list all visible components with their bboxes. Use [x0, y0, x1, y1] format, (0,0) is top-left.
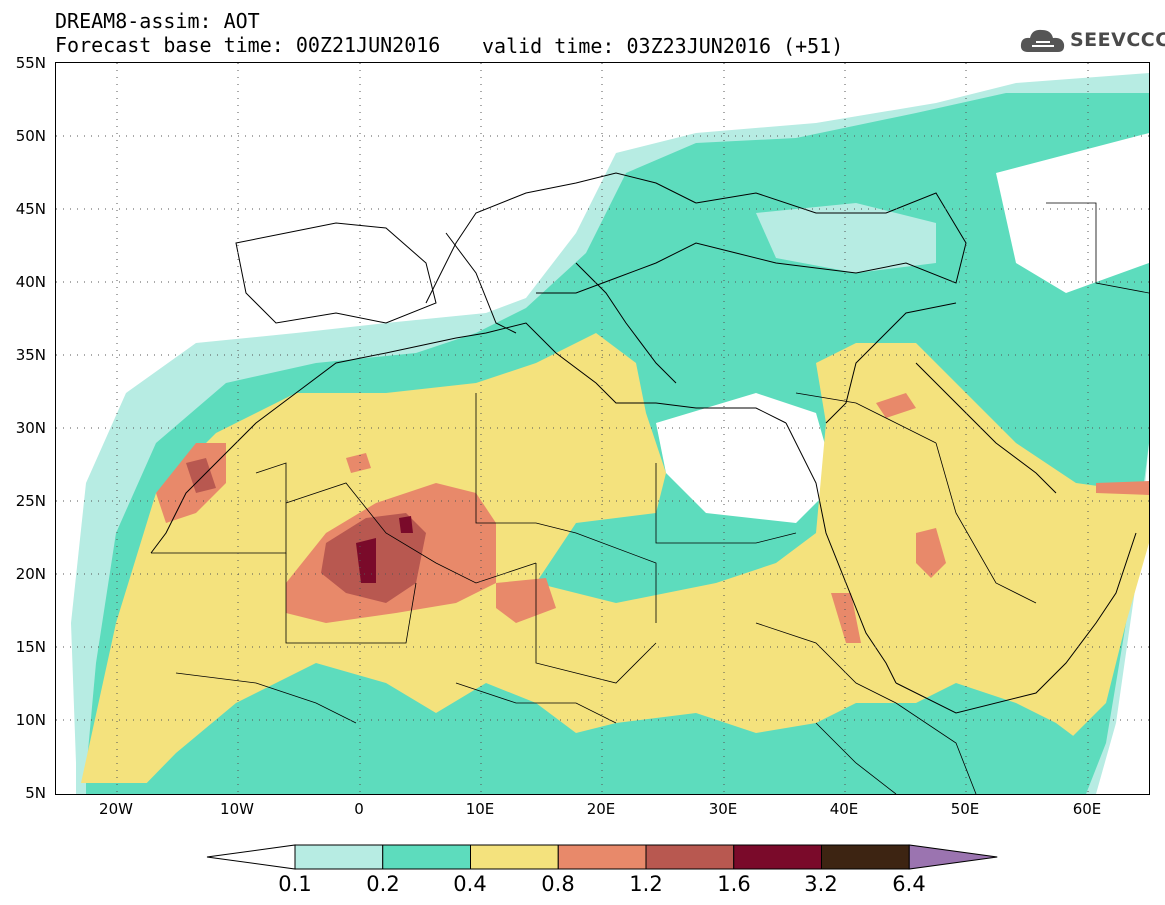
lon-label-50e: 50E: [950, 800, 980, 818]
valid-time: valid time: 03Z23JUN2016 (+51): [482, 34, 844, 58]
clear-zone-blacksea: [756, 203, 936, 273]
cloud-icon: [1020, 29, 1065, 52]
colorbar-label-0.2: 0.2: [366, 872, 400, 896]
forecast-base-time: Forecast base time: 00Z21JUN2016: [55, 33, 441, 57]
seevccc-logo: SEEVCCC: [1018, 24, 1165, 60]
map-title: DREAM8-assim: AOT: [55, 9, 260, 33]
logo-text: SEEVCCC: [1070, 29, 1165, 51]
colorbar-extend-high: [908, 844, 998, 870]
lon-label-0: 0: [354, 800, 364, 818]
contour-1.2-west: [186, 458, 216, 493]
contour-1.6: [356, 538, 376, 583]
contour-0.2-sahel: [136, 663, 1096, 794]
coastlines: [150, 172, 1137, 714]
colorbar-label-6.4: 6.4: [892, 872, 926, 896]
contour-1.6-b: [399, 516, 413, 533]
graticule: [56, 63, 1149, 794]
colorbar-label-3.2: 3.2: [804, 872, 838, 896]
colorbar-label-0.1: 0.1: [278, 872, 312, 896]
contour-0.8-blob2: [496, 578, 556, 623]
lon-label-10e: 10E: [465, 800, 495, 818]
colorbar-box-7: [821, 844, 910, 870]
lon-label-60e: 60E: [1072, 800, 1102, 818]
colorbar-box-4: [557, 844, 647, 870]
lat-label-15n: 15N: [15, 638, 46, 656]
lon-label-20e: 20E: [586, 800, 616, 818]
lat-label-55n: 55N: [15, 54, 46, 72]
lat-label-20n: 20N: [15, 565, 46, 583]
contour-0.8-iraq: [876, 393, 916, 418]
colorbar-label-1.2: 1.2: [629, 872, 663, 896]
colorbar-extend-low: [206, 844, 296, 870]
lat-label-5n: 5N: [25, 784, 46, 802]
lat-label-35n: 35N: [15, 346, 46, 364]
colorbar-box-5: [645, 844, 735, 870]
lon-label-20w: 20W: [99, 800, 133, 818]
lat-label-40n: 40N: [15, 273, 46, 291]
lon-label-10w: 10W: [220, 800, 254, 818]
colorbar-box-6: [733, 844, 822, 870]
colorbar-box-3: [470, 844, 559, 870]
contour-0.8-gulf: [1096, 481, 1149, 495]
colorbar-label-0.4: 0.4: [453, 872, 487, 896]
lat-label-30n: 30N: [15, 419, 46, 437]
colorbar: [206, 844, 998, 870]
clear-zone-central-asia: [996, 133, 1149, 293]
contour-0.4: [81, 333, 1149, 783]
borders: [151, 202, 1149, 794]
lon-label-40e: 40E: [829, 800, 859, 818]
colorbar-box-1: [294, 844, 384, 870]
lat-label-25n: 25N: [15, 492, 46, 510]
aot-contours: [71, 73, 1149, 794]
aot-map: [55, 62, 1150, 795]
contour-0.8-arabia: [916, 528, 946, 578]
contour-0.8-redsea: [831, 593, 861, 643]
lon-label-30e: 30E: [708, 800, 738, 818]
clear-zone-med: [656, 393, 836, 523]
contour-0.8-west: [156, 443, 226, 523]
colorbar-label-0.8: 0.8: [541, 872, 575, 896]
lat-label-45n: 45N: [15, 200, 46, 218]
contour-0.8-blob1: [346, 453, 371, 473]
lat-label-10n: 10N: [15, 711, 46, 729]
colorbar-box-2: [382, 844, 471, 870]
colorbar-label-1.6: 1.6: [717, 872, 751, 896]
lat-label-50n: 50N: [15, 127, 46, 145]
